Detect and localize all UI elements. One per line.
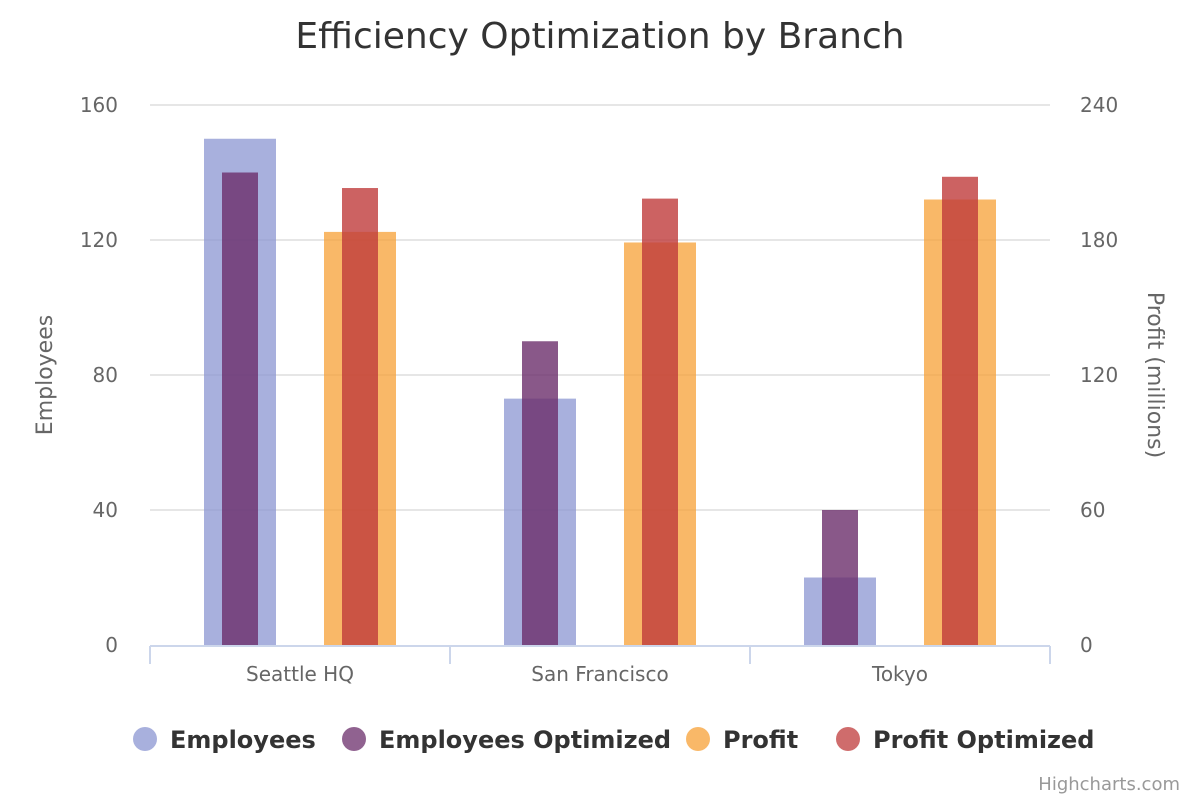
y-tick-label-right: 180 xyxy=(1080,228,1118,252)
legend-label: Employees xyxy=(170,726,316,754)
x-tick-label: Seattle HQ xyxy=(246,662,354,686)
legend-marker xyxy=(686,727,710,751)
y-tick-label-left: 0 xyxy=(105,633,118,657)
legend: Employees Employees Optimized Profit Profit… xyxy=(133,726,1094,754)
x-tick-label: San Francisco xyxy=(531,662,668,686)
bar-employees-optimized[interactable] xyxy=(222,172,258,646)
legend-marker xyxy=(133,727,157,751)
bars xyxy=(204,138,996,646)
legend-item[interactable]: Employees Optimized xyxy=(342,726,671,754)
bar-profit-optimized[interactable] xyxy=(942,176,978,645)
y-tick-label-right: 60 xyxy=(1080,498,1105,522)
legend-label: Profit Optimized xyxy=(873,726,1094,754)
legend-item[interactable]: Profit Optimized xyxy=(836,726,1094,754)
credits-link[interactable]: Highcharts.com xyxy=(1038,774,1180,795)
legend-marker xyxy=(836,727,860,751)
axes: 0 0 40 60 80 120 120 180 160 240 Seattle HQ San Fra… xyxy=(80,93,1118,686)
x-tick-label: Tokyo xyxy=(871,662,928,686)
gridlines xyxy=(150,104,1050,511)
y-tick-label-right: 240 xyxy=(1080,93,1118,117)
y-tick-label-right: 0 xyxy=(1080,633,1093,657)
chart-title: Efficiency Optimization by Branch xyxy=(295,16,904,57)
legend-label: Employees Optimized xyxy=(379,726,671,754)
bar-profit-optimized[interactable] xyxy=(342,188,378,645)
bar-profit-optimized[interactable] xyxy=(642,198,678,645)
legend-item[interactable]: Employees xyxy=(133,726,316,754)
y-tick-label-left: 80 xyxy=(93,363,118,387)
y-tick-label-left: 120 xyxy=(80,228,118,252)
legend-item[interactable]: Profit xyxy=(686,726,798,754)
y-axis-right-title: Profit (millions) xyxy=(1142,292,1167,458)
y-tick-label-left: 40 xyxy=(93,498,118,522)
legend-marker xyxy=(342,727,366,751)
y-tick-label-right: 120 xyxy=(1080,363,1118,387)
legend-label: Profit xyxy=(723,726,798,754)
bar-employees-optimized[interactable] xyxy=(522,341,558,645)
y-axis-left-title: Employees xyxy=(33,315,58,435)
bar-employees-optimized[interactable] xyxy=(822,510,858,645)
y-tick-label-left: 160 xyxy=(80,93,118,117)
